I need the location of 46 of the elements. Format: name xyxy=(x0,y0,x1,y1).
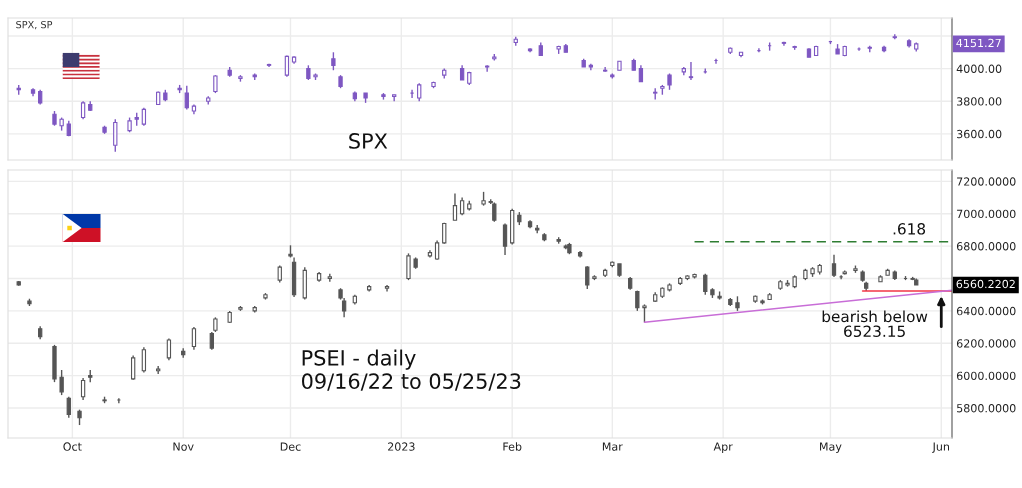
candlestick xyxy=(406,252,411,281)
candlestick xyxy=(502,222,508,256)
x-tick-label: Jun xyxy=(932,442,950,453)
annotation: SPX xyxy=(349,133,388,149)
y-tick-label: 3800.00 xyxy=(957,97,1002,106)
y-tick-label: 6400.0000 xyxy=(956,306,1016,316)
chart-title: SPX, SP xyxy=(16,20,53,30)
candlestick xyxy=(166,337,172,361)
annotation: bearish below 6523.15 xyxy=(822,310,928,337)
annotation: PSEI - daily 09/16/22 to 05/25/23 xyxy=(302,349,521,391)
text: 6560.2202 xyxy=(956,279,1015,289)
x-tick-label: Nov xyxy=(173,442,194,451)
candlestick xyxy=(130,354,136,381)
y-tick-label: 6000.0000 xyxy=(956,371,1016,381)
y-tick-label: 6200.0000 xyxy=(956,339,1016,348)
y-tick-label: 4000.00 xyxy=(956,64,1002,73)
text: 4151.27 xyxy=(956,38,1001,48)
x-tick-label: Oct xyxy=(63,442,82,451)
candlestick xyxy=(191,326,197,351)
x-tick-label: Mar xyxy=(602,442,623,451)
x-tick-label: 2023 xyxy=(388,442,415,451)
candlestick xyxy=(66,396,71,419)
candlestick xyxy=(327,272,332,283)
candlestick xyxy=(831,253,837,278)
candlestick xyxy=(452,192,458,221)
candlestick xyxy=(80,377,86,401)
y-tick-label: 6800.0000 xyxy=(956,242,1016,251)
candlestick xyxy=(409,89,415,99)
candlestick xyxy=(492,201,497,223)
annotation: .618 xyxy=(893,223,926,235)
x-tick-label: Dec xyxy=(280,442,301,451)
x-tick-label: Feb xyxy=(503,442,522,451)
candlestick xyxy=(585,265,590,290)
y-tick-label: 5800.0000 xyxy=(957,404,1016,413)
y-tick-label: 3600.00 xyxy=(957,129,1002,139)
candlestick xyxy=(184,85,189,111)
candlestick xyxy=(688,61,694,81)
candlestick xyxy=(59,369,64,396)
candlestick xyxy=(141,346,147,374)
candlestick xyxy=(703,272,708,296)
x-tick-label: May xyxy=(820,442,842,453)
y-tick-label: 7000.0000 xyxy=(957,209,1016,219)
y-tick-label: 7200.0000 xyxy=(957,177,1016,186)
candlestick xyxy=(434,239,440,261)
x-tick-label: Apr xyxy=(713,442,733,453)
candlestick xyxy=(113,118,118,153)
